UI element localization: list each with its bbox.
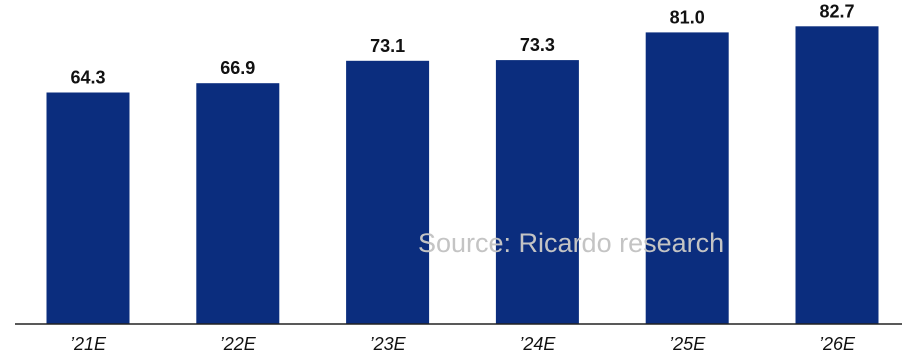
bars-group [46, 26, 879, 325]
value-label-4: 81.0 [670, 7, 705, 27]
value-labels-group: 64.3 66.9 73.1 73.3 81.0 82.7 [70, 1, 854, 87]
value-label-2: 73.1 [370, 36, 405, 56]
x-tick-label-5: ’26E [819, 334, 856, 353]
x-tick-labels-group: ’21E ’22E ’23E ’24E ’25E ’26E [70, 334, 856, 353]
value-label-0: 64.3 [70, 68, 105, 88]
bar-3 [495, 60, 579, 324]
bar-0 [46, 92, 130, 324]
bar-2 [346, 60, 430, 325]
source-watermark: Source: Ricardo research [418, 228, 725, 258]
value-label-1: 66.9 [220, 58, 255, 78]
x-tick-label-3: ’24E [519, 334, 556, 353]
bar-4 [645, 32, 729, 325]
x-tick-label-0: ’21E [70, 334, 107, 353]
bar-1 [196, 83, 280, 324]
x-tick-label-2: ’23E [370, 334, 407, 353]
value-label-3: 73.3 [520, 35, 555, 55]
x-tick-label-1: ’22E [220, 334, 257, 353]
value-label-5: 82.7 [819, 1, 854, 21]
x-tick-label-4: ’25E [669, 334, 706, 353]
bar-5 [795, 26, 879, 325]
